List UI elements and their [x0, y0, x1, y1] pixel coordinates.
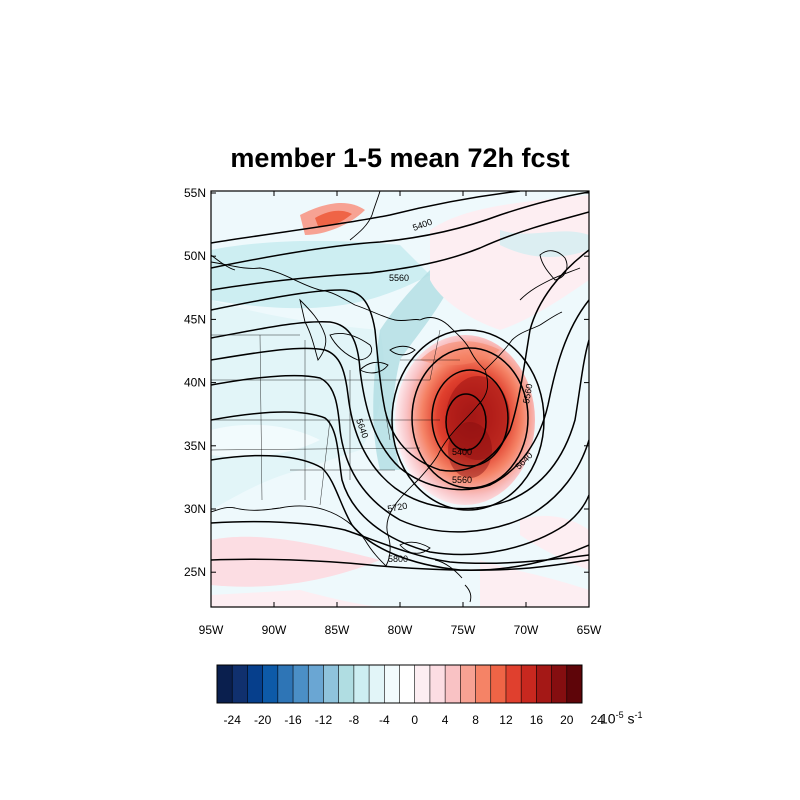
colorbar-tick-label: -4 [379, 713, 390, 727]
lon-tick-label: 65W [577, 623, 602, 637]
lon-tick-label: 70W [514, 623, 539, 637]
units-exponent: -5 [615, 710, 624, 720]
colorbar-tick-label: -8 [349, 713, 360, 727]
colorbar-tick-label: -20 [254, 713, 272, 727]
colorbar-swatch [505, 665, 522, 703]
colorbar-tick-label: 20 [560, 713, 574, 727]
colorbar-swatch [460, 665, 476, 703]
lon-tick-label: 85W [325, 623, 350, 637]
colorbar-swatch [490, 665, 507, 703]
contour-label: 5560 [452, 475, 472, 485]
contour-label: 5720 [387, 501, 408, 514]
lat-tick-label: 25N [184, 565, 206, 579]
lat-tick-label: 55N [184, 186, 206, 200]
colorbar-tick-label: 24 [591, 713, 605, 727]
colorbar: -24 -20 -16 -12 -8 -4 0 4 8 12 16 20 24 [216, 664, 605, 727]
colorbar-swatch [262, 665, 279, 703]
colorbar-swatch [399, 665, 416, 703]
lon-tick-label: 95W [199, 623, 224, 637]
map-panel: 5400 5560 5640 5720 5800 5400 5560 5560 … [211, 191, 589, 607]
colorbar-swatch [217, 665, 233, 703]
lat-tick-label: 40N [184, 376, 206, 390]
latitude-axis: 55N 50N 45N 40N 35N 30N 25N [184, 186, 589, 579]
colorbar-swatch [308, 665, 324, 703]
colorbar-swatch [369, 665, 385, 703]
contour-label: 5800 [388, 554, 408, 564]
units-seconds: s [623, 710, 635, 727]
units-base: 10 [600, 710, 616, 727]
colorbar-tick-label: 12 [499, 713, 513, 727]
height-contours [211, 191, 589, 571]
contour-label: 5400 [452, 447, 472, 457]
colorbar-swatch [232, 665, 248, 703]
coastline [211, 191, 581, 603]
lon-tick-label: 80W [388, 623, 413, 637]
units-exponent-2: -1 [634, 710, 643, 720]
colorbar-swatch [338, 665, 355, 703]
lon-tick-label: 90W [262, 623, 287, 637]
colorbar-swatch [414, 665, 431, 703]
lon-tick-label: 75W [451, 623, 476, 637]
colorbar-tick-label: -16 [284, 713, 302, 727]
colorbar-swatch [293, 665, 309, 703]
colorbar-swatch [445, 665, 461, 703]
lat-tick-label: 30N [184, 502, 206, 516]
colorbar-tick-label: 8 [472, 713, 479, 727]
longitude-axis: 95W 90W 85W 80W 75W 70W 65W [199, 191, 602, 637]
colorbar-tick-label: -12 [315, 713, 333, 727]
colorbar-swatch [323, 665, 339, 703]
contour-label: 5560 [521, 383, 534, 404]
lat-tick-label: 50N [184, 249, 206, 263]
colorbar-swatch [353, 665, 370, 703]
colorbar-swatch [521, 665, 537, 703]
colorbar-swatch [429, 665, 446, 703]
colorbar-swatch [384, 665, 400, 703]
colorbar-swatch [475, 665, 492, 703]
lat-tick-label: 35N [184, 439, 206, 453]
map-title: member 1-5 mean 72h fcst [230, 143, 570, 173]
colorbar-frame [216, 664, 583, 704]
colorbar-swatch [277, 665, 294, 703]
lat-tick-label: 45N [184, 312, 206, 326]
colorbar-units: 10-5 s-1 [600, 710, 643, 727]
colorbar-swatch [566, 665, 583, 703]
colorbar-swatch [551, 665, 568, 703]
colorbar-tick-label: -24 [224, 713, 242, 727]
colorbar-tick-label: 16 [530, 713, 544, 727]
colorbar-tick-label: 4 [442, 713, 449, 727]
colorbar-swatch [536, 665, 552, 703]
colorbar-swatch [247, 665, 263, 703]
colorbar-tick-label: 0 [411, 713, 418, 727]
contour-label: 5560 [389, 273, 409, 283]
